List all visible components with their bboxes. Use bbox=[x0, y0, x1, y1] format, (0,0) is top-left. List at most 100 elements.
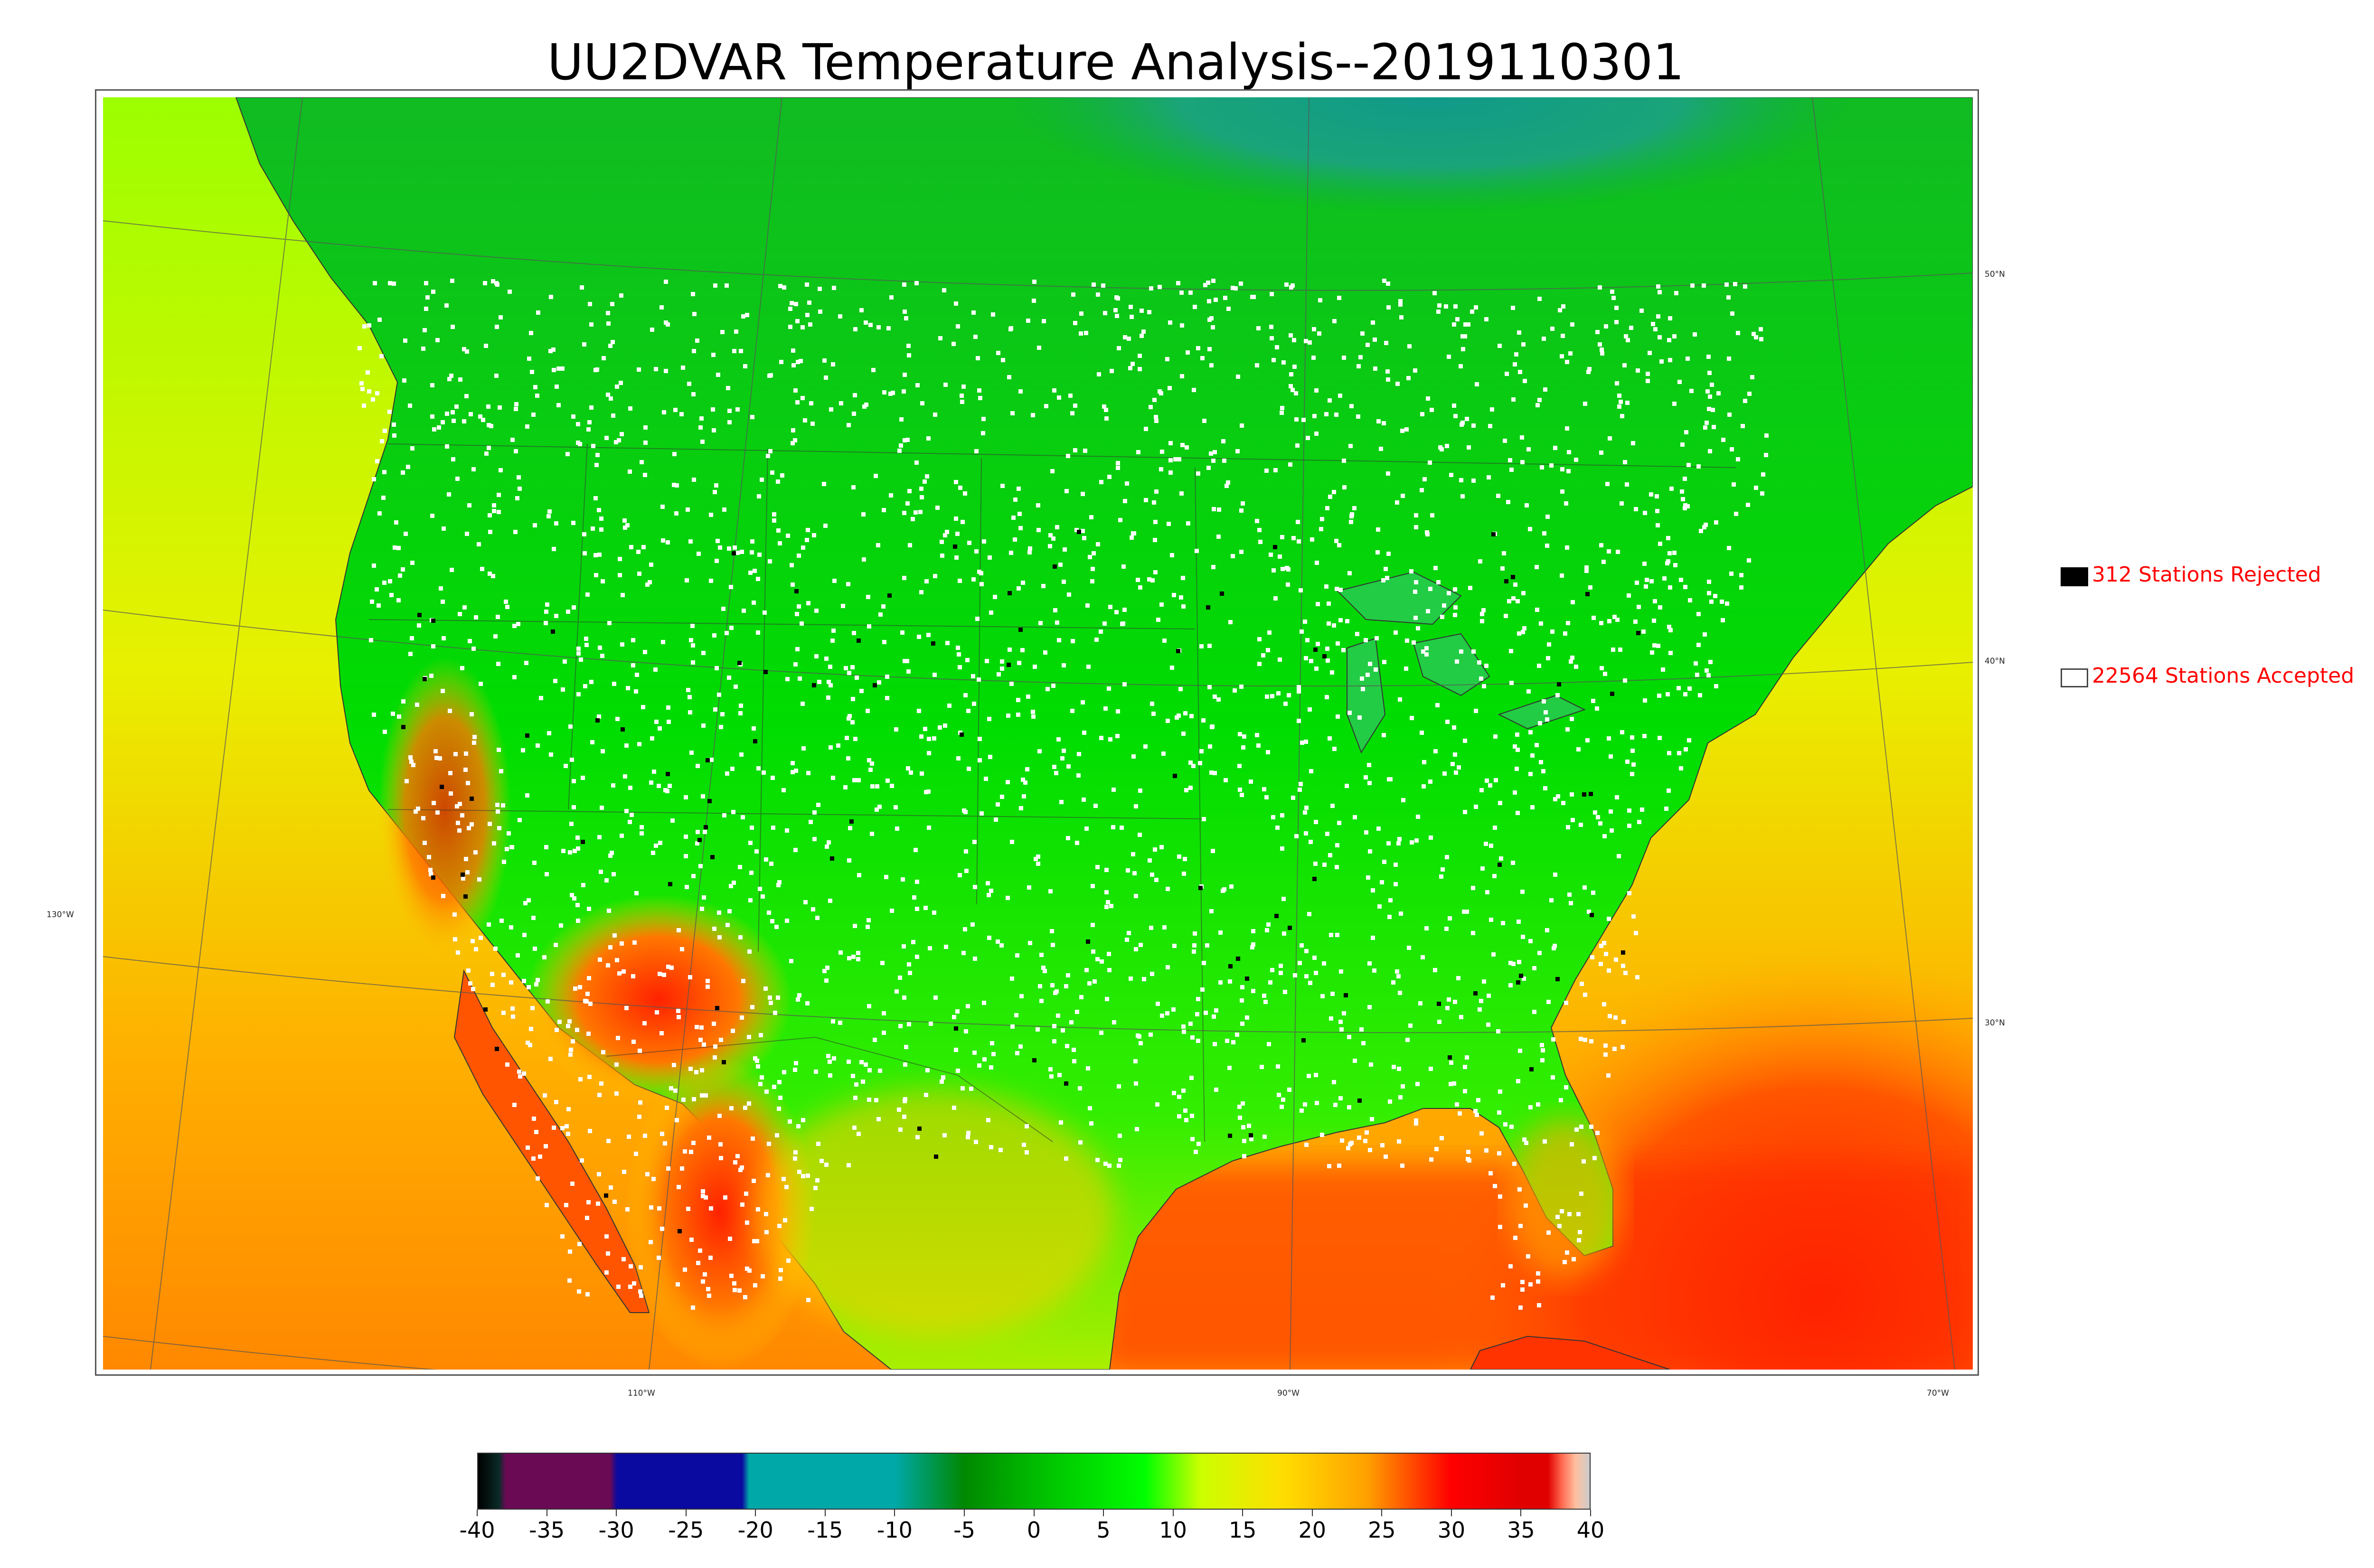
accepted-station-marker bbox=[1556, 794, 1560, 798]
accepted-station-marker bbox=[1429, 1067, 1433, 1071]
accepted-station-marker bbox=[989, 1145, 993, 1149]
accepted-station-marker bbox=[1564, 501, 1568, 506]
accepted-station-marker bbox=[707, 1294, 711, 1298]
accepted-station-marker bbox=[487, 423, 491, 427]
accepted-station-marker bbox=[1535, 743, 1539, 747]
accepted-station-marker bbox=[1209, 909, 1214, 913]
accepted-station-marker bbox=[1165, 357, 1169, 361]
accepted-station-marker bbox=[700, 1068, 704, 1072]
accepted-station-marker bbox=[713, 707, 717, 712]
accepted-station-marker bbox=[568, 724, 573, 729]
accepted-station-marker bbox=[1388, 898, 1393, 902]
accepted-station-marker bbox=[775, 1133, 779, 1137]
accepted-station-marker bbox=[533, 523, 537, 527]
accepted-station-marker bbox=[1266, 922, 1271, 927]
accepted-station-marker bbox=[1420, 731, 1424, 735]
accepted-station-marker bbox=[1382, 279, 1386, 283]
rejected-station-marker bbox=[1274, 914, 1279, 918]
accepted-station-marker bbox=[1704, 523, 1708, 527]
accepted-station-marker bbox=[756, 630, 760, 635]
accepted-station-marker bbox=[578, 985, 582, 989]
rejected-station-marker bbox=[753, 739, 757, 743]
accepted-station-marker bbox=[740, 1015, 744, 1020]
accepted-station-marker bbox=[1240, 423, 1244, 428]
accepted-station-marker bbox=[480, 567, 484, 571]
accepted-station-marker bbox=[360, 387, 365, 391]
accepted-station-marker bbox=[1067, 592, 1071, 597]
accepted-station-marker bbox=[1459, 364, 1463, 368]
accepted-station-marker bbox=[565, 1124, 569, 1128]
accepted-station-marker bbox=[561, 849, 565, 853]
accepted-station-marker bbox=[1142, 977, 1146, 981]
accepted-station-marker bbox=[1583, 402, 1587, 406]
accepted-station-marker bbox=[1584, 565, 1589, 570]
accepted-station-marker bbox=[380, 439, 384, 443]
accepted-station-marker bbox=[831, 776, 835, 780]
accepted-station-marker bbox=[552, 1126, 556, 1130]
accepted-station-marker bbox=[554, 521, 558, 526]
accepted-station-marker bbox=[1484, 664, 1488, 668]
accepted-station-marker bbox=[1543, 1139, 1547, 1144]
accepted-station-marker bbox=[1610, 828, 1614, 833]
accepted-station-marker bbox=[1553, 797, 1557, 801]
accepted-station-marker bbox=[1537, 398, 1542, 402]
temperature-analysis-map[interactable] bbox=[103, 97, 1973, 1370]
accepted-station-marker bbox=[1453, 414, 1458, 418]
accepted-station-marker bbox=[499, 468, 503, 472]
colorbar-tick-label: 30 bbox=[1437, 1517, 1466, 1543]
accepted-station-marker bbox=[1577, 1238, 1581, 1242]
accepted-station-marker bbox=[1231, 286, 1235, 290]
accepted-station-marker bbox=[739, 349, 743, 353]
accepted-station-marker bbox=[1540, 1058, 1545, 1062]
accepted-station-marker bbox=[1516, 811, 1520, 815]
accepted-station-marker bbox=[974, 1140, 978, 1144]
accepted-station-marker bbox=[1117, 346, 1121, 350]
accepted-station-marker bbox=[1069, 1020, 1074, 1024]
accepted-station-marker bbox=[977, 570, 981, 574]
accepted-station-marker bbox=[1181, 1089, 1186, 1093]
accepted-station-marker bbox=[597, 714, 601, 719]
accepted-station-marker bbox=[1414, 513, 1418, 517]
accepted-station-marker bbox=[424, 281, 428, 285]
accepted-station-marker bbox=[904, 316, 908, 320]
accepted-station-marker bbox=[1642, 734, 1647, 738]
rejected-station-marker bbox=[668, 882, 672, 886]
accepted-station-marker bbox=[1668, 316, 1672, 320]
accepted-station-marker bbox=[408, 652, 413, 656]
accepted-station-marker bbox=[585, 1292, 590, 1296]
accepted-station-marker bbox=[1379, 447, 1383, 451]
rejected-station-marker bbox=[1288, 926, 1292, 930]
accepted-station-marker bbox=[648, 580, 652, 584]
accepted-station-marker bbox=[1458, 1111, 1462, 1116]
accepted-station-marker bbox=[1739, 573, 1743, 577]
accepted-station-marker bbox=[1410, 840, 1414, 845]
accepted-station-marker bbox=[786, 534, 790, 538]
accepted-station-marker bbox=[963, 927, 967, 931]
accepted-station-marker bbox=[1539, 760, 1543, 764]
accepted-station-marker bbox=[1698, 693, 1702, 697]
accepted-station-marker bbox=[1272, 358, 1276, 362]
accepted-station-marker bbox=[1135, 1127, 1139, 1131]
accepted-station-marker bbox=[545, 1203, 549, 1207]
accepted-station-marker bbox=[621, 593, 625, 597]
accepted-station-marker bbox=[1039, 999, 1044, 1003]
temperature-field-svg bbox=[103, 97, 1973, 1370]
accepted-station-marker bbox=[1764, 453, 1768, 457]
accepted-station-marker bbox=[827, 680, 831, 684]
accepted-station-marker bbox=[1509, 468, 1514, 472]
accepted-station-marker bbox=[963, 693, 968, 697]
accepted-station-marker bbox=[1567, 450, 1571, 454]
accepted-station-marker bbox=[882, 508, 886, 512]
accepted-station-marker bbox=[1455, 1102, 1459, 1107]
accepted-station-marker bbox=[1473, 1109, 1478, 1113]
accepted-station-marker bbox=[867, 1068, 872, 1072]
accepted-station-marker bbox=[812, 533, 816, 537]
accepted-station-marker bbox=[628, 786, 632, 790]
accepted-station-marker bbox=[1414, 525, 1418, 529]
accepted-station-marker bbox=[529, 331, 533, 335]
accepted-station-marker bbox=[556, 403, 561, 407]
accepted-station-marker bbox=[1470, 310, 1474, 314]
accepted-station-marker bbox=[1636, 368, 1640, 373]
accepted-station-marker bbox=[1107, 1164, 1112, 1168]
accepted-station-marker bbox=[938, 725, 942, 730]
